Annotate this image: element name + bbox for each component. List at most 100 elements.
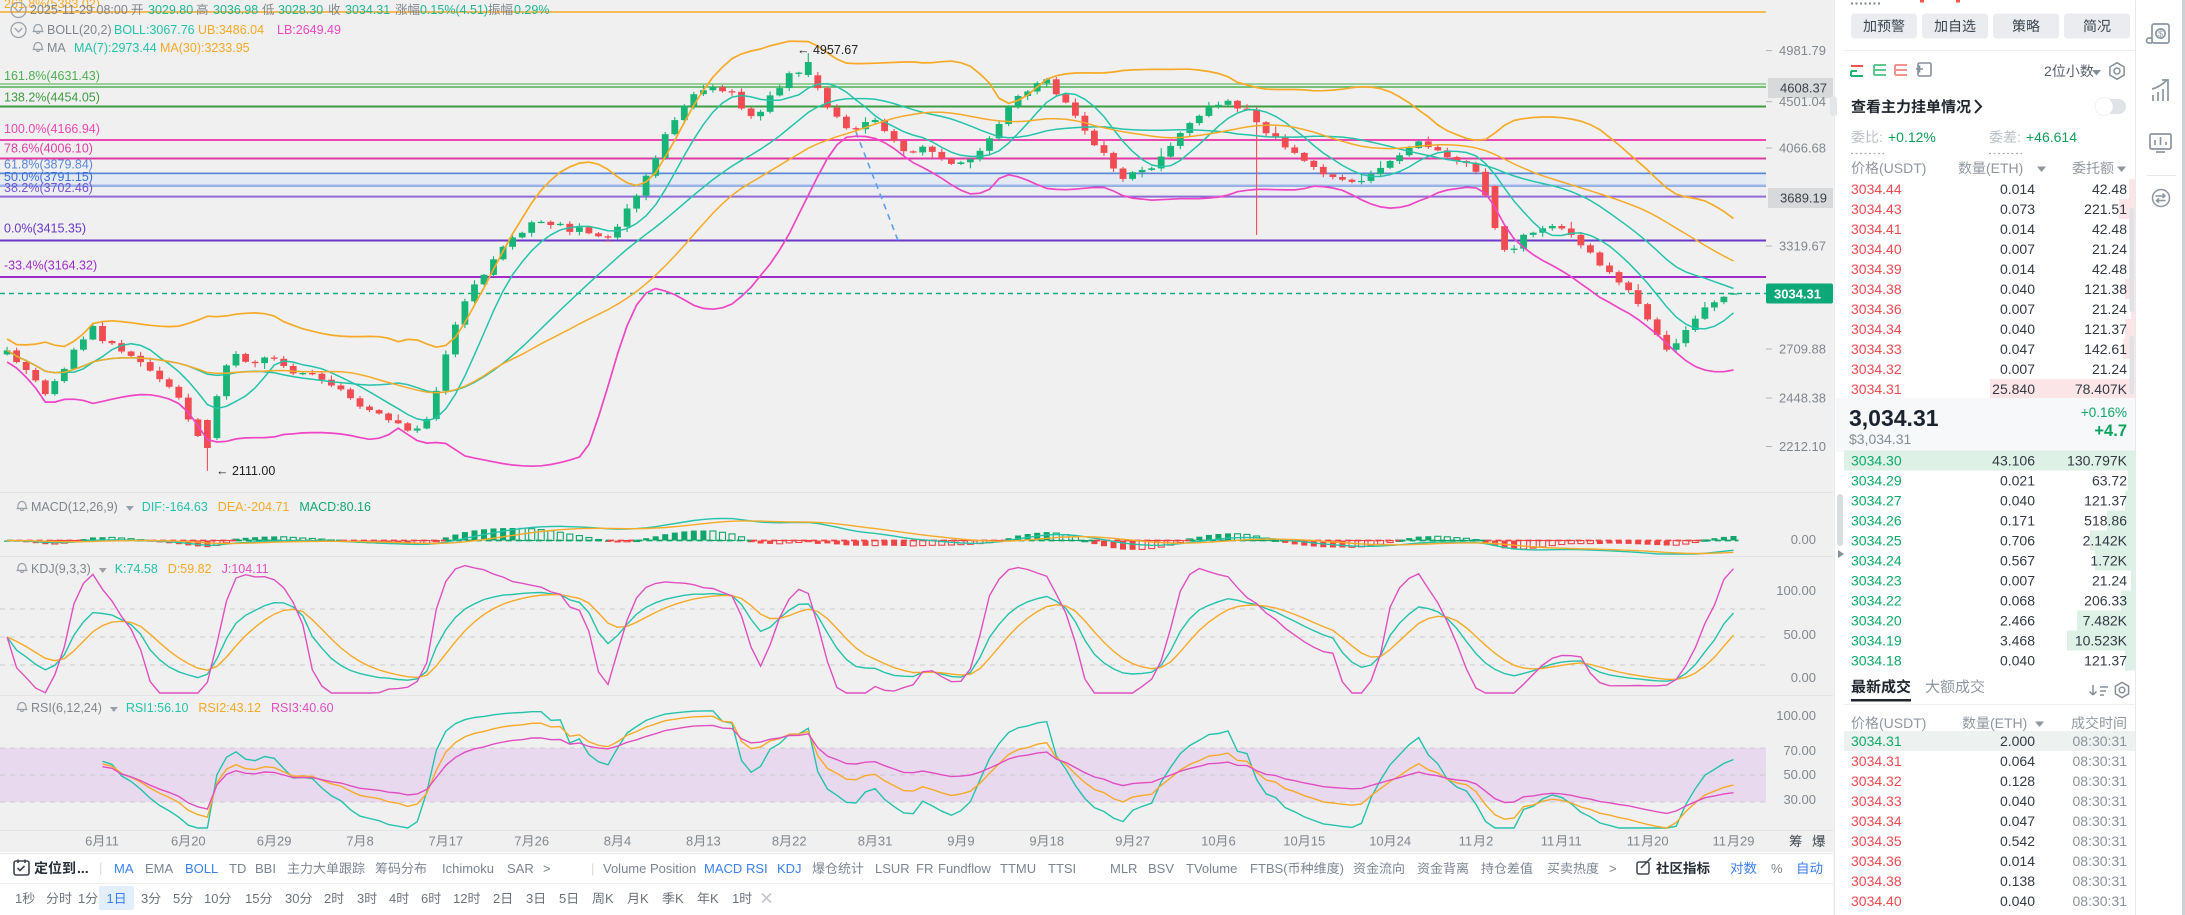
svg-text:$: $ <box>2158 29 2163 39</box>
svg-text:MACD:80.16: MACD:80.16 <box>299 500 371 514</box>
svg-text:0.007: 0.007 <box>2000 241 2035 257</box>
svg-text:2.466: 2.466 <box>2000 613 2035 629</box>
svg-text:3034.25: 3034.25 <box>1851 533 1902 549</box>
svg-text:3034.32: 3034.32 <box>1851 773 1902 789</box>
svg-text:RSI(6,12,24): RSI(6,12,24) <box>31 701 102 715</box>
svg-text:3034.35: 3034.35 <box>1851 833 1902 849</box>
svg-text:0.15%(4.51): 0.15%(4.51) <box>420 3 488 17</box>
svg-text:0.542: 0.542 <box>2000 833 2035 849</box>
svg-text:BOLL:3067.76: BOLL:3067.76 <box>114 23 195 37</box>
svg-text:3034.43: 3034.43 <box>1851 201 1902 217</box>
svg-text:21.24: 21.24 <box>2092 573 2127 589</box>
svg-text:MA: MA <box>114 861 134 876</box>
svg-text:(ETH): (ETH) <box>1990 715 2027 731</box>
svg-text:0.007: 0.007 <box>2000 573 2035 589</box>
svg-text:3034.27: 3034.27 <box>1851 493 1902 509</box>
svg-text:2: 2 <box>2044 63 2052 79</box>
svg-text:LSUR: LSUR <box>875 861 910 876</box>
svg-text:3034.31: 3034.31 <box>1851 733 1902 749</box>
svg-text:3034.38: 3034.38 <box>1851 873 1902 889</box>
svg-text:9: 9 <box>947 834 954 849</box>
svg-text:1: 1 <box>78 891 85 906</box>
svg-text:0.567: 0.567 <box>2000 553 2035 569</box>
svg-text:8: 8 <box>686 834 693 849</box>
svg-text:MACD(12,26,9): MACD(12,26,9) <box>31 500 118 514</box>
svg-text:17: 17 <box>449 834 463 849</box>
svg-text:121.37: 121.37 <box>2084 493 2127 509</box>
svg-text:>: > <box>543 861 551 876</box>
svg-text:7.482K: 7.482K <box>2083 613 2128 629</box>
svg-text:0.040: 0.040 <box>2000 793 2035 809</box>
svg-text:11: 11 <box>1568 834 1582 849</box>
svg-text:24: 24 <box>1397 834 1411 849</box>
svg-text:2.000: 2.000 <box>2000 733 2035 749</box>
svg-text:2: 2 <box>493 891 500 906</box>
svg-text:10: 10 <box>1369 834 1383 849</box>
svg-text:RSI3:40.60: RSI3:40.60 <box>271 701 334 715</box>
svg-text:BSV: BSV <box>1148 861 1174 876</box>
svg-text:3034.31: 3034.31 <box>1851 753 1902 769</box>
svg-text:161.8%(4631.43): 161.8%(4631.43) <box>4 69 100 83</box>
svg-text:3: 3 <box>141 891 148 906</box>
svg-text:8: 8 <box>367 834 374 849</box>
svg-text:0.014: 0.014 <box>2000 221 2035 237</box>
svg-text::: : <box>2017 129 2021 145</box>
svg-text:0.014: 0.014 <box>2000 261 2035 277</box>
svg-text:|: | <box>99 860 102 875</box>
svg-text:6: 6 <box>421 891 428 906</box>
svg-text:+0.16%: +0.16% <box>2081 405 2127 420</box>
svg-text:0.128: 0.128 <box>2000 773 2035 789</box>
svg-text:1: 1 <box>204 891 211 906</box>
svg-text:0.047: 0.047 <box>2000 813 2035 829</box>
svg-text:42.48: 42.48 <box>2092 261 2127 277</box>
svg-text:← 2111.00: ← 2111.00 <box>216 464 275 478</box>
svg-text:K:74.58: K:74.58 <box>115 562 158 576</box>
svg-text:3034.33: 3034.33 <box>1851 341 1902 357</box>
svg-text:20: 20 <box>1654 834 1668 849</box>
svg-text:3.468: 3.468 <box>2000 633 2035 649</box>
svg-text:TVolume: TVolume <box>1186 861 1237 876</box>
svg-text:← 4957.67: ← 4957.67 <box>797 43 858 57</box>
svg-text:2212.10: 2212.10 <box>1779 439 1826 454</box>
svg-text:0.007: 0.007 <box>2000 301 2035 317</box>
svg-text:MLR: MLR <box>1110 861 1137 876</box>
svg-text:3319.67: 3319.67 <box>1779 239 1826 254</box>
svg-text:08:30:31: 08:30:31 <box>2073 773 2128 789</box>
svg-text:MA(7):2973.44: MA(7):2973.44 <box>74 41 157 55</box>
svg-text:(USDT): (USDT) <box>1879 715 1926 731</box>
svg-text:K: K <box>640 891 649 906</box>
svg-text:5: 5 <box>559 891 566 906</box>
svg-text:RSI: RSI <box>746 861 768 876</box>
svg-text:6: 6 <box>171 834 178 849</box>
svg-text:3034.38: 3034.38 <box>1851 281 1902 297</box>
svg-text:11: 11 <box>1541 834 1555 849</box>
svg-text:50.00: 50.00 <box>1783 627 1816 642</box>
svg-text:0.706: 0.706 <box>2000 533 2035 549</box>
svg-text:0: 0 <box>292 891 299 906</box>
svg-text:3: 3 <box>285 891 292 906</box>
svg-text:4: 4 <box>389 891 396 906</box>
svg-text:3034.40: 3034.40 <box>1851 241 1902 257</box>
svg-text:K: K <box>710 891 719 906</box>
svg-text:SAR: SAR <box>507 861 534 876</box>
svg-text:43.106: 43.106 <box>1992 453 2035 469</box>
svg-text:10: 10 <box>1283 834 1297 849</box>
svg-text:0.068: 0.068 <box>2000 593 2035 609</box>
svg-text:08:30:31: 08:30:31 <box>2073 893 2128 909</box>
svg-text:4981.79: 4981.79 <box>1779 43 1826 58</box>
svg-text:29: 29 <box>277 834 291 849</box>
svg-text:3034.18: 3034.18 <box>1851 653 1902 669</box>
svg-text:1: 1 <box>107 891 114 906</box>
svg-text:31: 31 <box>878 834 892 849</box>
svg-text:BOLL: BOLL <box>185 861 218 876</box>
svg-text:30.00: 30.00 <box>1783 792 1816 807</box>
svg-text:0.29%: 0.29% <box>514 3 549 17</box>
svg-text:0.064: 0.064 <box>2000 753 2035 769</box>
svg-text:): ) <box>1340 861 1344 876</box>
svg-text:8: 8 <box>772 834 779 849</box>
svg-text:J:104.11: J:104.11 <box>222 562 269 576</box>
svg-text:0: 0 <box>211 891 218 906</box>
svg-text:$3,034.31: $3,034.31 <box>1849 431 1911 447</box>
svg-text:3034.23: 3034.23 <box>1851 573 1902 589</box>
svg-text:EMA: EMA <box>145 861 174 876</box>
